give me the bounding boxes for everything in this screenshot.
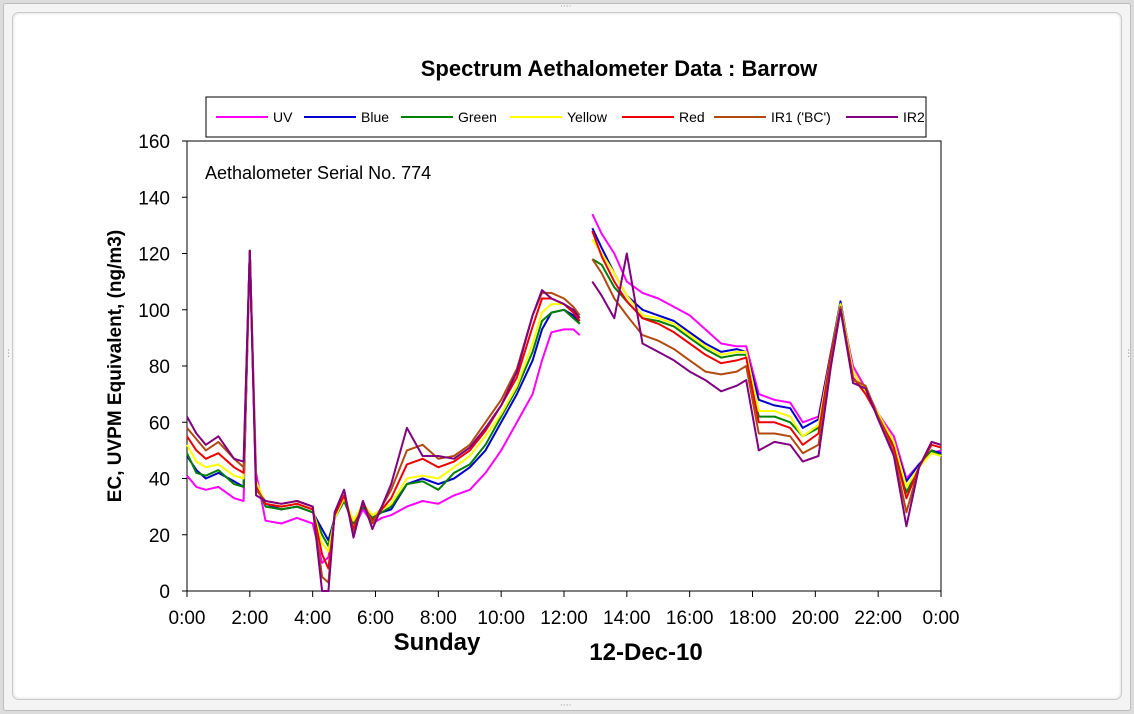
- series-line-6: [186, 249, 942, 592]
- y-tick-label: 20: [149, 526, 170, 547]
- x-tick-label: 8:00: [420, 608, 457, 629]
- legend-label: IR2: [903, 109, 925, 125]
- y-tick-label: 120: [138, 245, 170, 266]
- left-resize-handle[interactable]: ⋮: [4, 349, 13, 359]
- y-tick-label: 160: [138, 132, 170, 153]
- y-tick-label: 40: [149, 470, 170, 491]
- legend-label: Yellow: [567, 109, 608, 125]
- x-tick-label: 4:00: [294, 608, 331, 629]
- x-tick-label: 2:00: [231, 608, 268, 629]
- x-axis: 0:00 2:00 4:00 6:00 8:00 10:00 12:00 14:00 16:00…: [169, 591, 960, 629]
- x-tick-label: 18:00: [729, 608, 777, 629]
- x-tick-label: 0:00: [923, 608, 960, 629]
- x-tick-label: 0:00: [169, 608, 206, 629]
- x-tick-label: 16:00: [666, 608, 714, 629]
- chart-title: Spectrum Aethalometer Data : Barrow: [421, 56, 818, 81]
- legend-label: Blue: [361, 109, 389, 125]
- x-tick-label: 12:00: [540, 608, 588, 629]
- y-tick-label: 140: [138, 188, 170, 209]
- x-tick-label: 20:00: [792, 608, 840, 629]
- legend: UV Blue Green Yellow Red IR1 ('BC') IR2: [205, 96, 927, 138]
- top-resize-handle[interactable]: ····: [560, 2, 572, 12]
- x-tick-label: 6:00: [357, 608, 394, 629]
- bottom-resize-handle[interactable]: ····: [560, 701, 572, 711]
- legend-label: IR1 ('BC'): [771, 109, 831, 125]
- x-axis-date-label: 12-Dec-10: [589, 639, 702, 666]
- legend-box: [205, 96, 927, 138]
- right-resize-handle[interactable]: ⋮: [1124, 349, 1133, 359]
- y-axis: 0 20 40 60 80 100 120 140 160: [138, 132, 187, 603]
- x-tick-label: 14:00: [603, 608, 651, 629]
- x-tick-label: 22:00: [854, 608, 902, 629]
- legend-label: Green: [458, 109, 497, 125]
- series-group: [186, 213, 942, 592]
- legend-label: UV: [273, 109, 293, 125]
- serial-annotation: Aethalometer Serial No. 774: [205, 163, 431, 183]
- y-axis-label: EC, UVPM Equivalent, (ng/m3): [105, 230, 126, 502]
- y-tick-label: 0: [159, 582, 170, 603]
- legend-label: Red: [679, 109, 705, 125]
- y-tick-label: 80: [149, 357, 170, 378]
- y-tick-label: 100: [138, 301, 170, 322]
- y-tick-label: 60: [149, 413, 170, 434]
- x-tick-label: 10:00: [477, 608, 525, 629]
- x-axis-day-label: Sunday: [394, 629, 481, 656]
